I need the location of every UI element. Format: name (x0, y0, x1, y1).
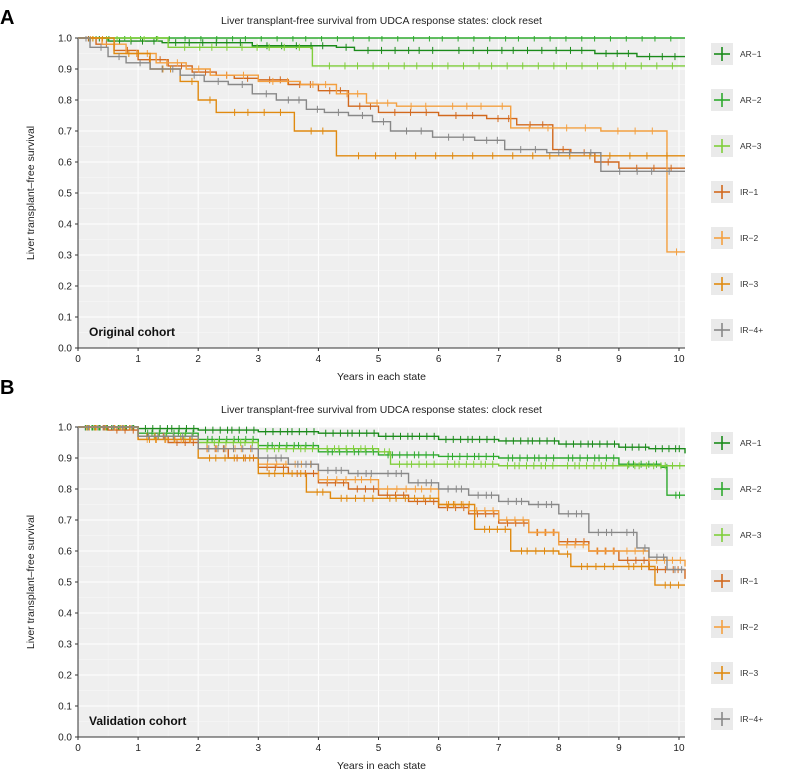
legend-item: IR−3 (711, 273, 758, 295)
y-tick-label: 0.7 (58, 127, 72, 138)
survival-curve-ar1 (78, 426, 686, 454)
legend-item: AR−3 (711, 135, 762, 157)
legend-label: IR−4+ (740, 325, 763, 335)
x-tick-label: 1 (135, 743, 141, 754)
legend-item: AR−3 (711, 524, 762, 546)
survival-curve-ir4plus (78, 426, 685, 571)
chart-title: Liver transplant-free survival from UDCA… (221, 15, 542, 27)
legend-item: IR−1 (711, 181, 758, 203)
x-tick-label: 4 (316, 743, 322, 754)
y-tick-label: 1.0 (58, 423, 72, 434)
legend-label: AR−1 (740, 49, 762, 59)
x-tick-label: 7 (496, 743, 502, 754)
y-tick-label: 0.5 (58, 578, 72, 589)
legend-item: AR−1 (711, 432, 762, 454)
y-tick-label: 0.6 (58, 158, 72, 169)
legend-item: IR−3 (711, 662, 758, 684)
panel-letter: A (0, 7, 14, 29)
legend-item: IR−1 (711, 570, 758, 592)
x-tick-label: 8 (556, 354, 562, 365)
x-tick-label: 8 (556, 743, 562, 754)
x-tick-label: 7 (496, 354, 502, 365)
y-tick-label: 0.8 (58, 96, 72, 107)
legend-label: IR−4+ (740, 714, 763, 724)
y-tick-label: 0.9 (58, 65, 72, 76)
panel-a: A Liver transplant-free survival from UDC… (0, 7, 763, 383)
legend-label: IR−1 (740, 187, 758, 197)
chart-title: Liver transplant-free survival from UDCA… (221, 404, 542, 416)
legend-label: IR−1 (740, 576, 758, 586)
y-tick-label: 0.6 (58, 547, 72, 558)
legend-label: AR−3 (740, 530, 762, 540)
x-tick-label: 0 (75, 743, 81, 754)
x-tick-label: 2 (195, 743, 201, 754)
cohort-label: Original cohort (89, 325, 175, 339)
y-axis-label: Liver transplant–free survival (25, 515, 37, 649)
legend-item: IR−4+ (711, 319, 763, 341)
cohort-label: Validation cohort (89, 714, 186, 728)
y-tick-label: 0.9 (58, 454, 72, 465)
y-tick-label: 0.1 (58, 702, 72, 713)
x-tick-label: 10 (673, 743, 685, 754)
legend-label: AR−3 (740, 141, 762, 151)
x-axis-label: Years in each state (337, 760, 426, 772)
legend-item: IR−4+ (711, 708, 763, 730)
y-tick-label: 0.0 (58, 733, 72, 744)
x-tick-label: 3 (256, 354, 262, 365)
survival-curve-ir1 (78, 37, 685, 169)
y-tick-label: 0.7 (58, 516, 72, 527)
x-tick-label: 4 (316, 354, 322, 365)
x-tick-label: 0 (75, 354, 81, 365)
panel-b: B Liver transplant-free survival from UDC… (0, 377, 763, 772)
legend-label: IR−2 (740, 622, 758, 632)
legend-item: IR−2 (711, 616, 758, 638)
y-tick-label: 1.0 (58, 34, 72, 45)
legend-label: IR−3 (740, 279, 758, 289)
x-tick-label: 5 (376, 743, 382, 754)
x-tick-label: 9 (616, 354, 622, 365)
legend-label: IR−3 (740, 668, 758, 678)
y-tick-label: 0.4 (58, 609, 72, 620)
series-group (78, 36, 685, 256)
x-tick-label: 6 (436, 743, 442, 754)
legend-label: AR−1 (740, 438, 762, 448)
x-tick-label: 5 (376, 354, 382, 365)
survival-curve-ir3 (78, 426, 685, 586)
legend: AR−1 AR−2 AR−3 IR−1 IR−2 IR−3 IR−4+ (711, 43, 763, 341)
y-tick-label: 0.1 (58, 313, 72, 324)
y-tick-label: 0.3 (58, 640, 72, 651)
x-tick-label: 10 (673, 354, 685, 365)
y-tick-label: 0.3 (58, 251, 72, 262)
gridlines (77, 37, 685, 349)
x-tick-label: 3 (256, 743, 262, 754)
y-tick-label: 0.8 (58, 485, 72, 496)
x-tick-label: 2 (195, 354, 201, 365)
panel-letter: B (0, 377, 14, 399)
survival-curve-ir3 (78, 37, 685, 157)
y-tick-label: 0.0 (58, 344, 72, 355)
x-tick-label: 9 (616, 743, 622, 754)
legend-item: IR−2 (711, 227, 758, 249)
series-group (78, 425, 686, 589)
y-tick-label: 0.5 (58, 189, 72, 200)
legend: AR−1 AR−2 AR−3 IR−1 IR−2 IR−3 IR−4+ (711, 432, 763, 730)
survival-curve-ar3 (78, 37, 685, 67)
legend-item: AR−2 (711, 89, 762, 111)
legend-label: AR−2 (740, 484, 762, 494)
x-axis-label: Years in each state (337, 371, 426, 383)
legend-label: AR−2 (740, 95, 762, 105)
y-axis-label: Liver transplant–free survival (25, 126, 37, 260)
x-tick-label: 1 (135, 354, 141, 365)
y-tick-label: 0.2 (58, 671, 72, 682)
y-tick-label: 0.2 (58, 282, 72, 293)
x-tick-label: 6 (436, 354, 442, 365)
legend-item: AR−1 (711, 43, 762, 65)
legend-item: AR−2 (711, 478, 762, 500)
legend-label: IR−2 (740, 233, 758, 243)
y-tick-label: 0.4 (58, 220, 72, 231)
survival-curve-ir4plus (78, 37, 685, 172)
survival-curve-ir2 (78, 37, 685, 253)
